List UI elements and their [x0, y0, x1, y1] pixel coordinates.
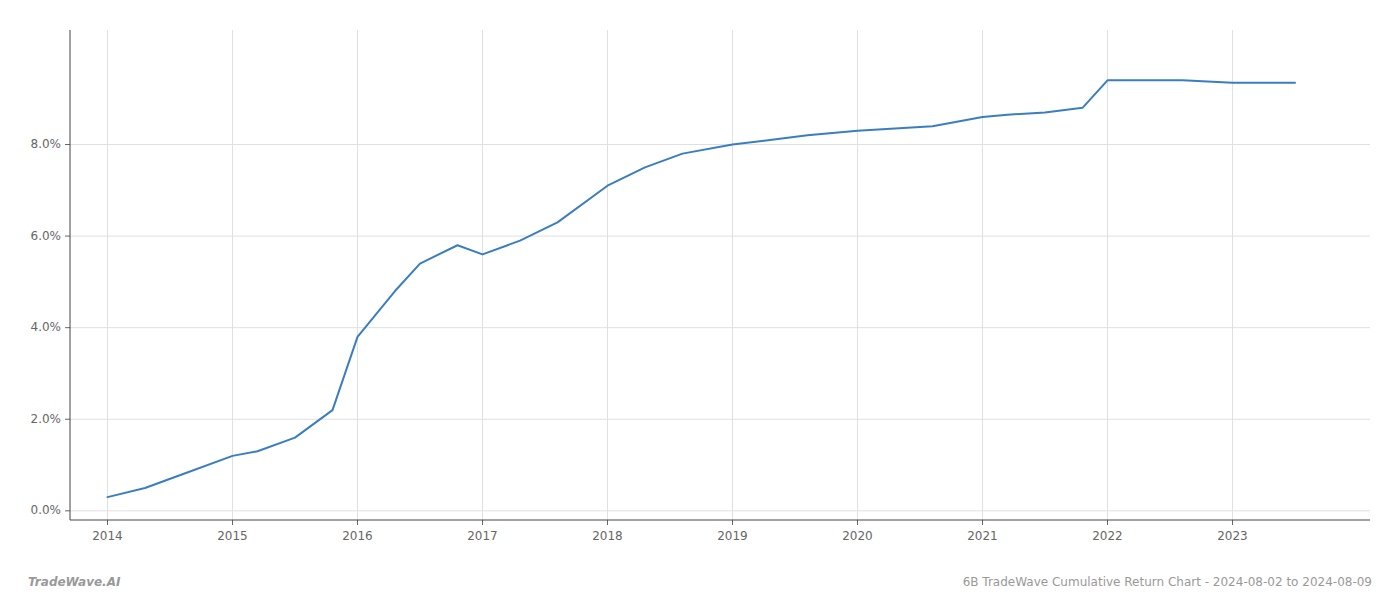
tick-label: 0.0%	[31, 503, 62, 517]
axes: 0.0% 2.0% 4.0% 6.0% 8.0% 2014 2015 2016 2017 2018…	[31, 30, 1371, 543]
grid-line	[607, 30, 608, 520]
tick-mark	[982, 520, 983, 525]
tick-mark	[65, 510, 70, 511]
tick-label: 2017	[467, 529, 498, 543]
tick-mark	[65, 327, 70, 328]
plot-area	[108, 80, 1296, 497]
tick-mark	[1232, 520, 1233, 525]
grid-line	[107, 30, 108, 520]
grid-line	[982, 30, 983, 520]
tick-mark	[107, 520, 108, 525]
grid-line	[70, 236, 1370, 237]
tick-label: 4.0%	[31, 320, 62, 334]
tick-mark	[482, 520, 483, 525]
grid-line	[732, 30, 733, 520]
grid-line	[857, 30, 858, 520]
tick-mark	[732, 520, 733, 525]
tick-label: 2018	[592, 529, 623, 543]
footer-right: 6B TradeWave Cumulative Return Chart - 2…	[963, 575, 1372, 589]
grid-line	[482, 30, 483, 520]
tick-label: 2015	[217, 529, 248, 543]
footer-left: TradeWave.AI	[28, 575, 121, 589]
tick-label: 2021	[967, 529, 998, 543]
tick-label: 2014	[92, 529, 123, 543]
tick-mark	[65, 419, 70, 420]
tick-label: 2016	[342, 529, 373, 543]
tick-mark	[357, 520, 358, 525]
tick-label: 2.0%	[31, 412, 62, 426]
grid-line	[357, 30, 358, 520]
grid-line	[232, 30, 233, 520]
grid-line	[70, 327, 1370, 328]
tick-mark	[607, 520, 608, 525]
grid	[70, 30, 1370, 520]
tick-mark	[857, 520, 858, 525]
tick-label: 2022	[1092, 529, 1123, 543]
tick-mark	[232, 520, 233, 525]
grid-line	[70, 419, 1370, 420]
grid-line	[70, 144, 1370, 145]
y-axis-line	[70, 30, 71, 520]
tick-mark	[65, 236, 70, 237]
tick-label: 8.0%	[31, 137, 62, 151]
grid-line	[1107, 30, 1108, 520]
grid-line	[70, 510, 1370, 511]
tick-label: 2020	[842, 529, 873, 543]
line	[108, 80, 1296, 497]
tick-mark	[1107, 520, 1108, 525]
tick-label: 2023	[1217, 529, 1248, 543]
tick-label: 6.0%	[31, 229, 62, 243]
grid-line	[1232, 30, 1233, 520]
tick-mark	[65, 144, 70, 145]
x-axis-line	[70, 520, 1370, 521]
chart: 0.0% 2.0% 4.0% 6.0% 8.0% 2014 2015 2016 2017 2018…	[0, 0, 1400, 600]
tick-label: 2019	[717, 529, 748, 543]
